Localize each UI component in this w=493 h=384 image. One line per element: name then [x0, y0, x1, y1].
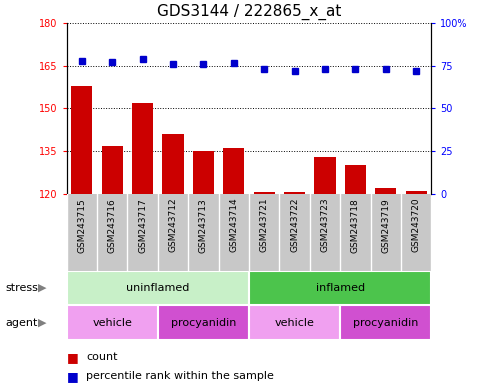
Text: percentile rank within the sample: percentile rank within the sample: [86, 371, 274, 381]
Text: agent: agent: [5, 318, 37, 328]
Bar: [223, 148, 245, 194]
Text: GSM243717: GSM243717: [138, 198, 147, 253]
Text: GSM243722: GSM243722: [290, 198, 299, 252]
Bar: [315, 157, 336, 194]
Text: GSM243721: GSM243721: [260, 198, 269, 252]
Bar: [249, 271, 431, 305]
Bar: [375, 188, 396, 194]
Bar: [71, 86, 92, 194]
Text: inflamed: inflamed: [316, 283, 365, 293]
Text: vehicle: vehicle: [275, 318, 315, 328]
Text: GSM243715: GSM243715: [77, 198, 86, 253]
Text: GSM243718: GSM243718: [351, 198, 360, 253]
Bar: [67, 271, 249, 305]
Bar: [102, 146, 123, 194]
Bar: [284, 192, 305, 194]
Text: ■: ■: [67, 370, 78, 383]
Text: GSM243723: GSM243723: [320, 198, 329, 252]
Text: GSM243713: GSM243713: [199, 198, 208, 253]
Text: procyanidin: procyanidin: [171, 318, 236, 328]
Text: uninflamed: uninflamed: [126, 283, 189, 293]
Bar: [249, 305, 340, 340]
Bar: [132, 103, 153, 194]
Bar: [253, 192, 275, 194]
Text: ▶: ▶: [37, 283, 46, 293]
Bar: [406, 191, 427, 194]
Text: procyanidin: procyanidin: [353, 318, 419, 328]
Text: vehicle: vehicle: [92, 318, 132, 328]
Bar: [193, 151, 214, 194]
Text: stress: stress: [5, 283, 38, 293]
Text: ▶: ▶: [37, 318, 46, 328]
Bar: [162, 134, 183, 194]
Bar: [345, 166, 366, 194]
Bar: [340, 305, 431, 340]
Text: GSM243719: GSM243719: [381, 198, 390, 253]
Bar: [67, 305, 158, 340]
Text: ■: ■: [67, 351, 78, 364]
Text: GSM243716: GSM243716: [107, 198, 117, 253]
Text: GSM243720: GSM243720: [412, 198, 421, 252]
Text: count: count: [86, 352, 118, 362]
Text: GSM243714: GSM243714: [229, 198, 238, 252]
Title: GDS3144 / 222865_x_at: GDS3144 / 222865_x_at: [157, 4, 341, 20]
Bar: [158, 305, 249, 340]
Text: GSM243712: GSM243712: [169, 198, 177, 252]
